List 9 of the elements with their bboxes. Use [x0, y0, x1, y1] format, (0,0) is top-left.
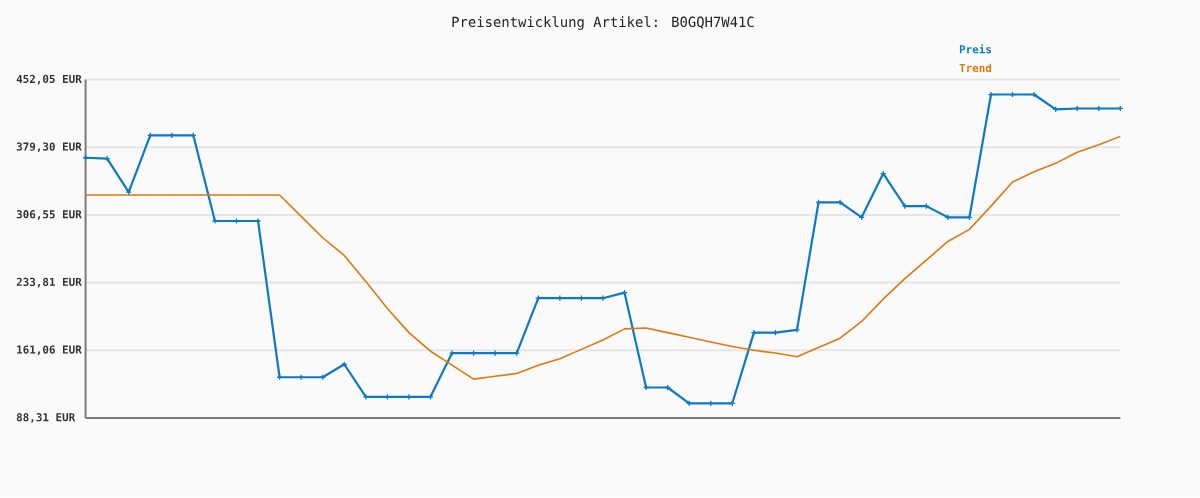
- y-tick-label: 88,31 EUR: [16, 413, 76, 423]
- y-tick-label: 161,06 EUR: [17, 345, 82, 356]
- y-tick-label: 452,05 EUR: [16, 75, 82, 85]
- y-tick-label: 233,81 EUR: [16, 278, 82, 288]
- text: Preis: [959, 44, 991, 54]
- y-tick-label: 379,30 EUR: [16, 142, 82, 153]
- text: Trend: [959, 63, 992, 73]
- y-tick-label: 306,55 EUR: [16, 210, 82, 220]
- chart-title: Preisentwicklung Artikel: B0GQH7W41C: [452, 16, 754, 31]
